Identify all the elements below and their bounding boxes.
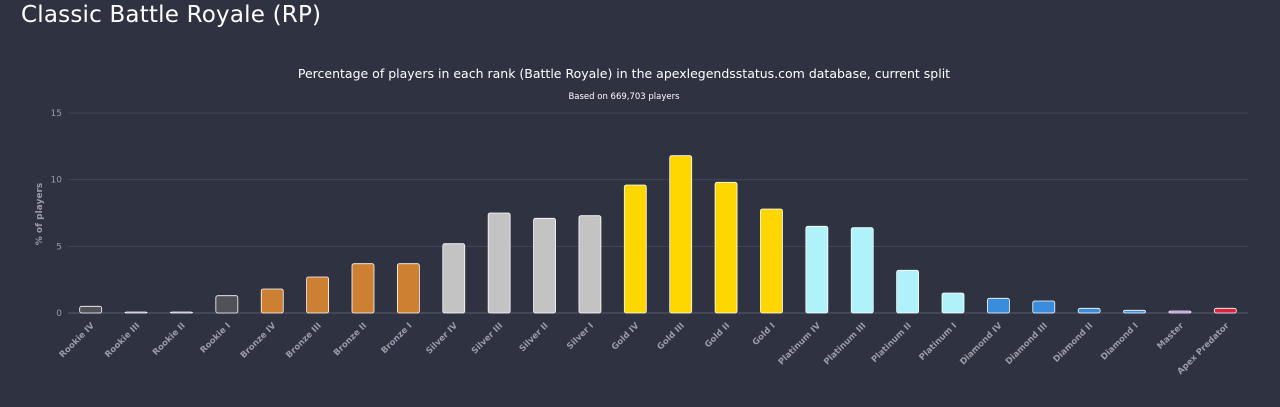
x-tick-label: Rookie I: [199, 321, 233, 355]
bar-rookie-iii[interactable]: [124, 311, 148, 314]
x-tick-label: Diamond II: [1052, 321, 1096, 365]
x-tick-label: Diamond I: [1099, 321, 1140, 362]
x-tick-label: Gold III: [656, 321, 687, 352]
x-tick-label: Diamond IV: [958, 321, 1004, 367]
x-tick-label: Gold IV: [610, 321, 642, 353]
x-tick-label: Bronze IV: [239, 321, 279, 361]
bar-chart: Percentage of players in each rank (Batt…: [35, 66, 1248, 377]
bar-platinum-iii[interactable]: [850, 227, 874, 314]
x-tick-label: Silver II: [518, 321, 551, 354]
x-tick-label: Platinum II: [870, 321, 914, 365]
y-tick-label: 5: [56, 242, 62, 252]
x-tick-label: Silver III: [470, 321, 505, 356]
bar-gold-ii[interactable]: [714, 181, 738, 314]
bar-silver-ii[interactable]: [533, 217, 556, 314]
y-tick-label: 0: [56, 309, 62, 319]
bar-bronze-iv[interactable]: [260, 288, 284, 314]
x-tick-label: Gold II: [703, 321, 732, 350]
x-tick-label: Rookie II: [151, 321, 188, 358]
bar-diamond-iii[interactable]: [1032, 300, 1056, 314]
y-tick-label: 15: [51, 109, 62, 119]
bar-rookie-i[interactable]: [215, 295, 239, 314]
bar-platinum-iv[interactable]: [805, 225, 829, 314]
x-tick-label: Silver IV: [424, 321, 460, 357]
x-tick-label: Rookie IV: [58, 321, 97, 360]
x-tick-label: Master: [1155, 320, 1186, 351]
bar-gold-iii[interactable]: [669, 155, 693, 314]
x-tick-label: Rookie III: [103, 321, 142, 360]
bar-diamond-iv[interactable]: [986, 297, 1010, 314]
grid-lines: [68, 112, 1248, 314]
bar-rookie-ii[interactable]: [170, 311, 193, 314]
chart-title: Percentage of players in each rank (Batt…: [298, 66, 950, 81]
bar-silver-iv[interactable]: [442, 243, 466, 314]
bar-diamond-ii[interactable]: [1077, 307, 1101, 314]
bar-master[interactable]: [1168, 310, 1192, 314]
bar-platinum-i[interactable]: [941, 292, 965, 314]
x-tick-label: Platinum III: [822, 321, 868, 367]
bar-gold-iv[interactable]: [623, 184, 647, 314]
bar-gold-i[interactable]: [760, 208, 783, 314]
bar-bronze-i[interactable]: [396, 263, 420, 314]
page-title: Classic Battle Royale (RP): [21, 2, 322, 28]
y-axis-label: % of players: [35, 183, 45, 245]
bar-bronze-iii[interactable]: [306, 276, 330, 314]
y-axis-ticks: 0 5 10 15: [51, 109, 63, 319]
x-tick-label: Silver I: [565, 321, 596, 352]
bar-series: [79, 155, 1237, 314]
bar-apex-predator[interactable]: [1213, 307, 1237, 314]
x-tick-label: Bronze I: [380, 321, 415, 356]
bar-bronze-ii[interactable]: [351, 263, 375, 314]
bar-diamond-i[interactable]: [1123, 309, 1146, 314]
chart-container: Percentage of players in each rank (Batt…: [0, 40, 1280, 403]
bar-silver-i[interactable]: [578, 215, 602, 314]
x-tick-label: Platinum I: [917, 321, 959, 363]
x-tick-label: Bronze III: [284, 321, 323, 360]
chart-subtitle: Based on 669,703 players: [568, 92, 680, 102]
bar-platinum-ii[interactable]: [896, 269, 920, 314]
y-tick-label: 10: [51, 176, 63, 186]
x-tick-label: Diamond III: [1004, 321, 1050, 367]
x-tick-label: Platinum IV: [777, 321, 824, 368]
x-tick-label: Bronze II: [332, 321, 369, 358]
bar-rookie-iv[interactable]: [79, 305, 103, 314]
bar-silver-iii[interactable]: [487, 212, 511, 314]
x-axis-ticks: Rookie IV Rookie III Rookie II Rookie I Bron…: [58, 320, 1232, 376]
x-tick-label: Gold I: [751, 321, 778, 348]
